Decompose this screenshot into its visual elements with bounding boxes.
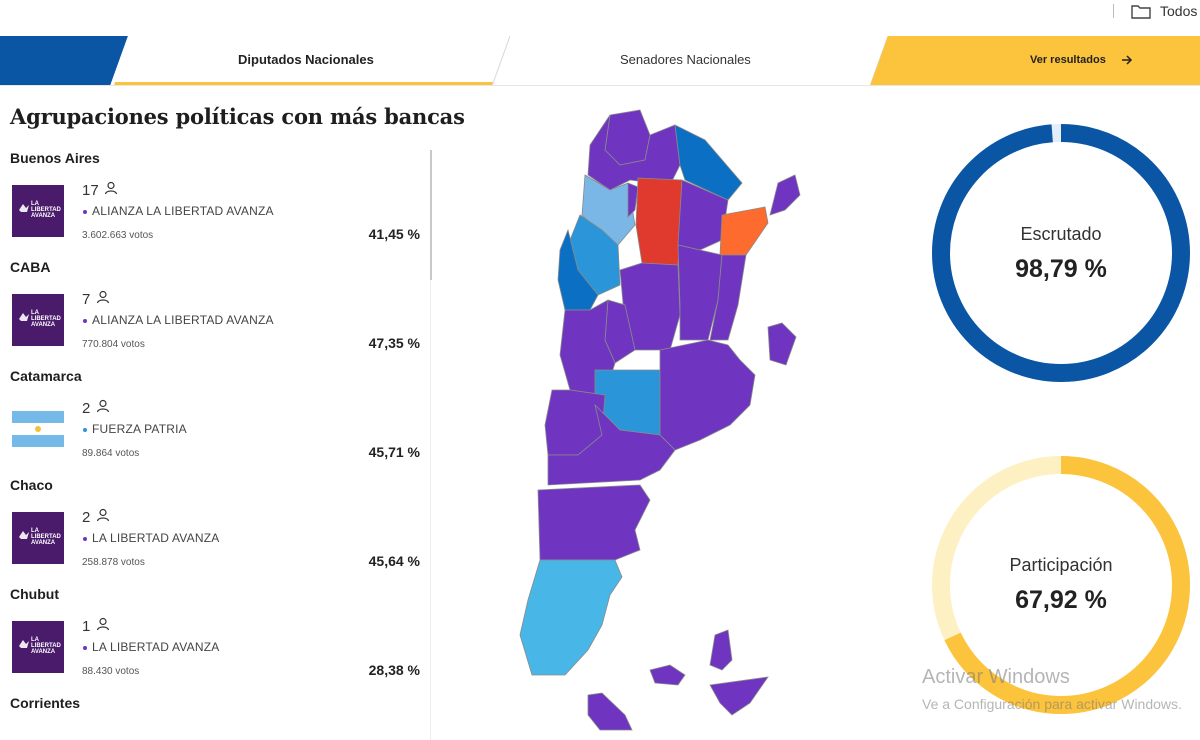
province-name: CABA (10, 259, 51, 275)
party-color-dot (83, 428, 87, 432)
province-tucuman (627, 182, 639, 218)
vote-count: 3.602.663 votos (82, 230, 154, 241)
province-misiones (769, 174, 801, 216)
ver-resultados-button[interactable]: Ver resultados (1030, 54, 1106, 66)
chamber-tab-bar: Diputados Nacionales Senadores Nacionale… (0, 36, 1200, 86)
seat-count: 7 (82, 291, 91, 308)
argentina-flag-logo (12, 403, 64, 455)
province-buenosaires (659, 339, 756, 451)
person-icon (96, 508, 110, 522)
province-name: Chaco (10, 477, 53, 493)
province-name: Chubut (10, 586, 59, 602)
participacion-label: Participación (1009, 555, 1113, 575)
vote-percent: 41,45 % (368, 226, 420, 242)
province-name: Corrientes (10, 695, 81, 711)
province-tierradelfuego (587, 692, 633, 731)
participacion-donut (932, 456, 1190, 714)
party-name: LA LIBERTAD AVANZA (92, 531, 220, 545)
escrutado-donut (932, 124, 1190, 382)
lla-logo: LA LIBERTAD AVANZA (12, 294, 64, 346)
vote-count: 770.804 votos (82, 339, 145, 350)
party-name: ALIANZA LA LIBERTAD AVANZA (92, 313, 274, 327)
scrollbar-track[interactable] (430, 150, 431, 740)
vote-count: 89.864 votos (82, 448, 140, 459)
panel-title: Agrupaciones políticas con más bancas (10, 104, 465, 129)
vote-percent: 45,64 % (368, 553, 420, 569)
lla-logo: LA LIBERTAD AVANZA (12, 185, 64, 237)
seat-count: 2 (82, 509, 91, 526)
scrollbar-thumb[interactable] (430, 150, 432, 280)
seat-count: 2 (82, 400, 91, 417)
vote-count: 258.878 votos (82, 557, 145, 568)
folder-label[interactable]: Todos (1160, 3, 1198, 19)
tab-diputados[interactable]: Diputados Nacionales (238, 52, 374, 67)
province-caba (767, 322, 797, 366)
province-chubut (537, 484, 651, 561)
party-name: LA LIBERTAD AVANZA (92, 640, 220, 654)
logo-text: LA LIBERTAD AVANZA (31, 310, 61, 328)
party-color-dot (83, 210, 87, 214)
vote-percent: 28,38 % (368, 662, 420, 678)
party-color-dot (83, 537, 87, 541)
argentina-map[interactable] (510, 105, 810, 735)
watermark-subtitle: Ve a Configuración para activar Windows. (922, 696, 1182, 712)
islands-malvinas (649, 664, 686, 686)
tab-senadores[interactable]: Senadores Nacionales (620, 52, 751, 67)
vote-percent: 45,71 % (368, 444, 420, 460)
party-color-dot (83, 646, 87, 650)
watermark-title: Activar Windows (922, 666, 1070, 688)
party-name: ALIANZA LA LIBERTAD AVANZA (92, 204, 274, 218)
folder-icon[interactable] (1131, 4, 1151, 19)
province-santacruz (519, 559, 623, 676)
vote-count: 88.430 votos (82, 666, 140, 677)
escrutado-label: Escrutado (1020, 224, 1102, 244)
logo-text: LA LIBERTAD AVANZA (31, 528, 61, 546)
lla-logo: LA LIBERTAD AVANZA (12, 621, 64, 673)
province-santiago (635, 177, 683, 266)
person-icon (104, 181, 118, 195)
participacion-value: 67,92 % (1015, 586, 1107, 614)
seat-count: 17 (82, 182, 99, 199)
vote-percent: 47,35 % (368, 335, 420, 351)
person-icon (96, 290, 110, 304)
person-icon (96, 617, 110, 631)
party-name: FUERZA PATRIA (92, 422, 187, 436)
logo-text: LA LIBERTAD AVANZA (31, 201, 61, 219)
divider (1113, 4, 1114, 18)
seat-count: 1 (82, 618, 91, 635)
province-chaco (677, 179, 729, 251)
province-name: Buenos Aires (10, 150, 100, 166)
province-rionegro (547, 403, 676, 486)
antartida-sector (709, 676, 769, 716)
escrutado-value: 98,79 % (1015, 255, 1107, 283)
logo-text: LA LIBERTAD AVANZA (31, 637, 61, 655)
lla-logo: LA LIBERTAD AVANZA (12, 512, 64, 564)
party-color-dot (83, 319, 87, 323)
province-catamarca (581, 174, 636, 246)
arrow-right-icon (1122, 55, 1133, 65)
province-santafe (677, 244, 723, 341)
province-entrerios (709, 254, 747, 341)
islands-south (709, 629, 733, 671)
province-name: Catamarca (10, 368, 82, 384)
top-strip: Todos (0, 0, 1200, 36)
person-icon (96, 399, 110, 413)
